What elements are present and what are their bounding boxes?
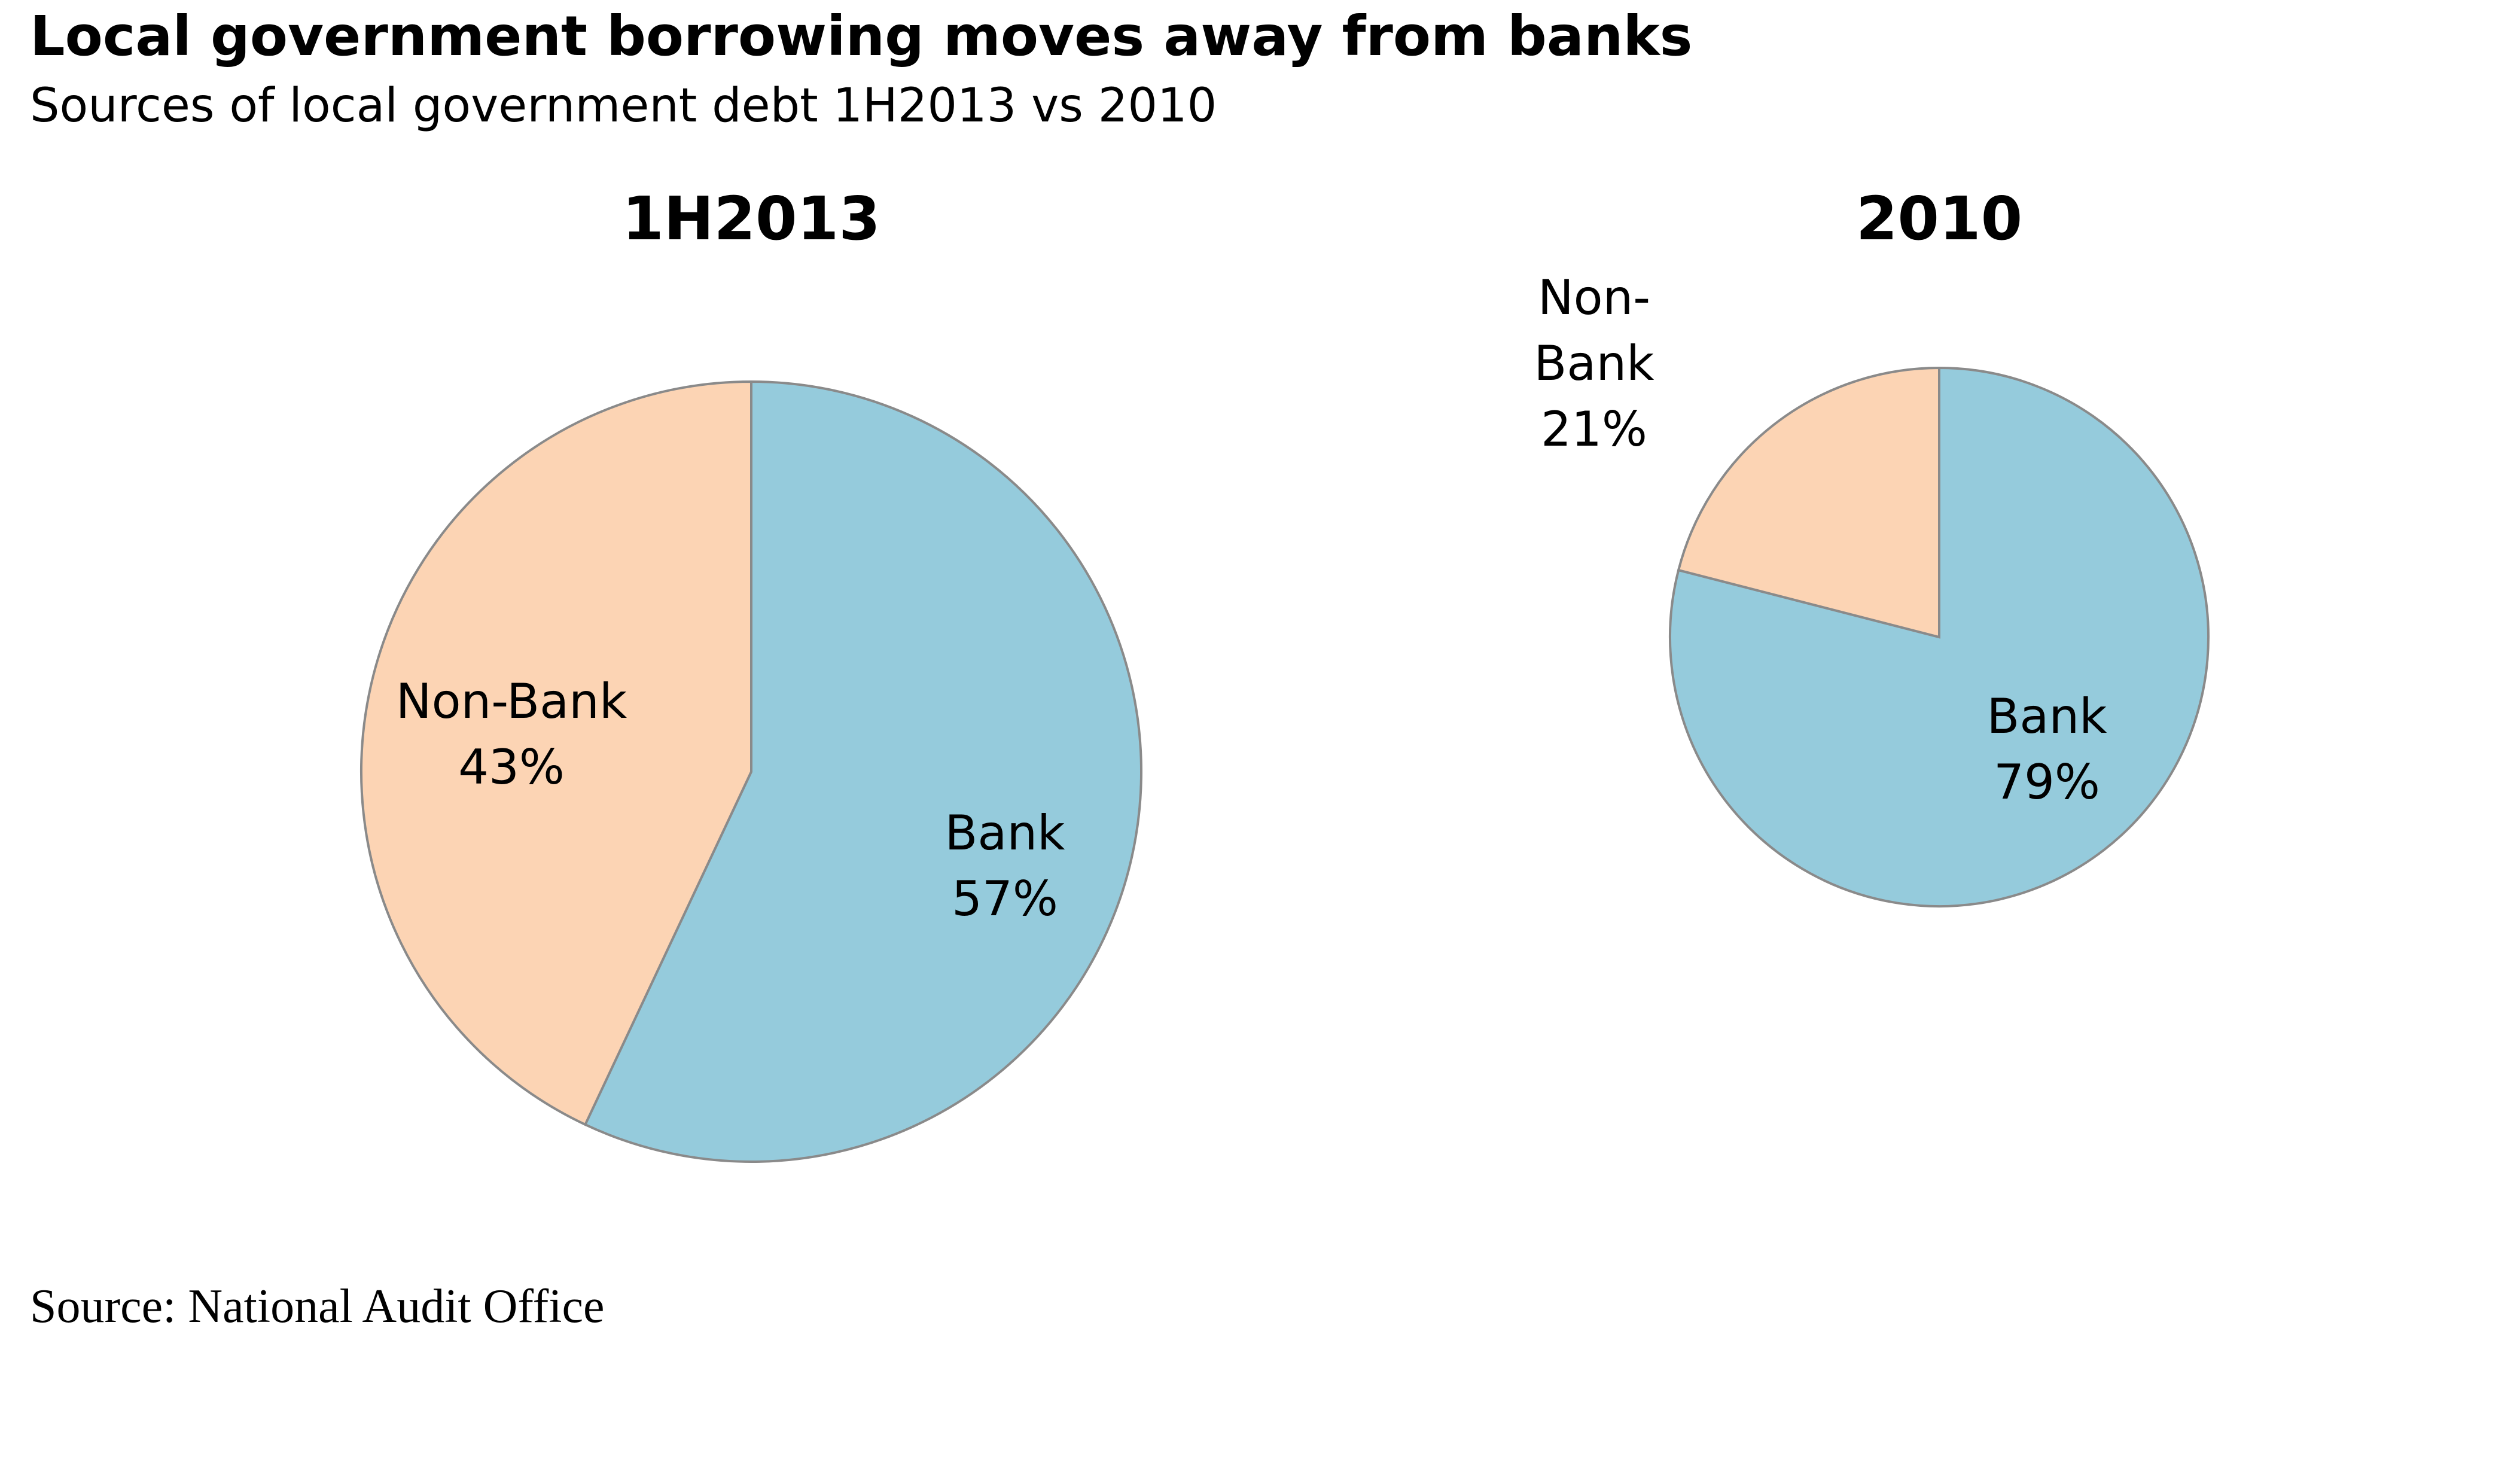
pie-label-2010-non-bank: Non-Bank 21% [1534,270,1655,457]
pie-slice-1h2013-non-bank [360,380,752,1126]
pie-label-1h2013-non-bank: Non-Bank 43% [396,674,627,795]
pie-slice-2010-non-bank [1677,366,1940,639]
source-note: Source: National Audit Office [30,1280,605,1333]
pie-label-1h2013-bank: Bank 57% [945,805,1066,927]
pie-title-1h2013: 1H2013 [622,184,880,254]
pie-label-2010-bank: Bank 79% [1987,689,2108,810]
chart-subtitle: Sources of local government debt 1H2013 … [30,79,1217,133]
chart-title: Local government borrowing moves away fr… [30,4,1693,68]
pie-title-2010: 2010 [1856,184,2022,254]
pie-slice-1h2013-bank [583,380,1142,1163]
